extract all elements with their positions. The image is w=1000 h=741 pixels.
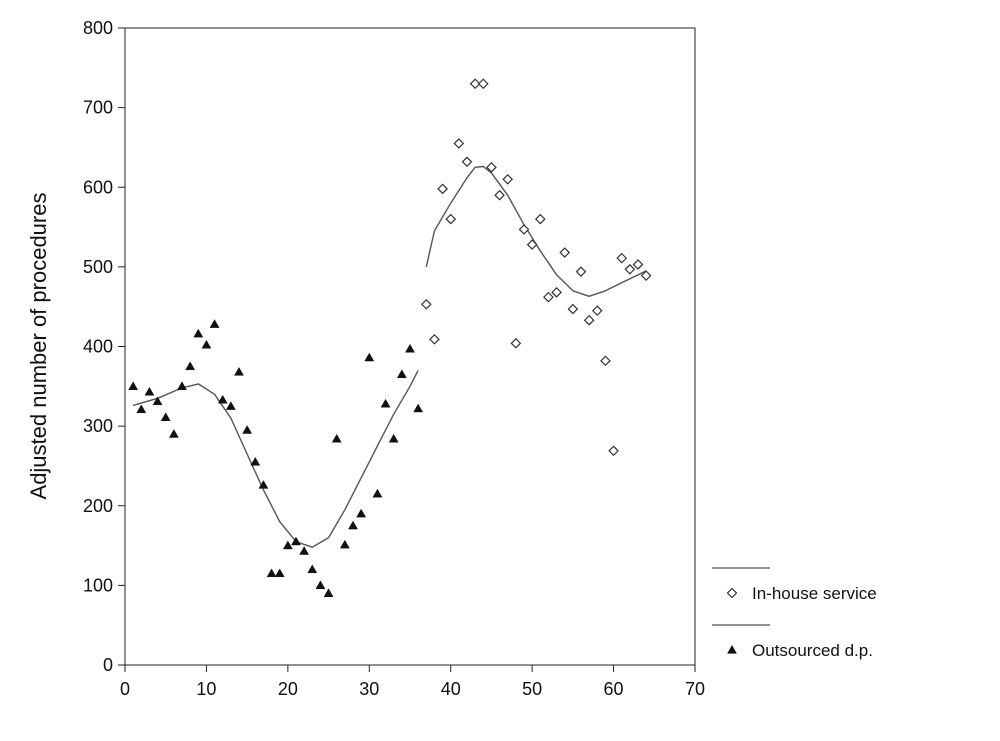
x-tick-label: 10 bbox=[196, 679, 216, 699]
data-point-series-1 bbox=[307, 564, 318, 574]
data-point-series-0 bbox=[616, 252, 628, 264]
legend-label-outsourced: Outsourced d.p. bbox=[752, 641, 873, 660]
data-point-series-1 bbox=[160, 412, 171, 421]
data-point-series-1 bbox=[413, 403, 424, 413]
data-point-series-1 bbox=[242, 425, 253, 434]
data-point-series-0 bbox=[486, 161, 497, 173]
data-point-series-1 bbox=[405, 343, 415, 353]
data-point-series-0 bbox=[429, 333, 440, 345]
data-point-series-1 bbox=[315, 580, 326, 589]
trend-line-series-1 bbox=[132, 370, 419, 548]
data-point-series-0 bbox=[543, 291, 554, 303]
data-point-series-1 bbox=[274, 568, 285, 578]
data-point-series-1 bbox=[201, 339, 212, 349]
data-point-series-0 bbox=[600, 355, 611, 367]
data-point-series-0 bbox=[510, 337, 522, 349]
trend-line-series-0 bbox=[425, 165, 647, 297]
data-point-series-1 bbox=[128, 381, 139, 390]
data-point-series-1 bbox=[396, 369, 407, 378]
data-point-series-0 bbox=[518, 224, 530, 235]
data-point-series-1 bbox=[356, 508, 367, 518]
data-point-series-1 bbox=[331, 433, 342, 443]
data-point-series-0 bbox=[534, 213, 546, 225]
legend: In-house service Outsourced d.p. bbox=[712, 567, 877, 660]
data-point-series-1 bbox=[152, 396, 163, 406]
data-point-series-1 bbox=[250, 456, 261, 466]
data-point-series-0 bbox=[502, 173, 514, 185]
legend-marker-in-house bbox=[726, 587, 738, 599]
data-point-series-1 bbox=[177, 381, 187, 390]
y-tick-label: 100 bbox=[83, 575, 113, 595]
trend-lines bbox=[132, 165, 647, 548]
data-point-series-1 bbox=[168, 429, 179, 438]
data-point-series-1 bbox=[291, 536, 301, 546]
data-point-series-1 bbox=[323, 588, 334, 597]
data-point-series-0 bbox=[453, 138, 465, 149]
y-tick-label: 600 bbox=[83, 177, 113, 197]
x-axis-ticks: 0 10 20 30 40 50 60 70 bbox=[120, 665, 705, 699]
y-tick-label: 0 bbox=[103, 655, 113, 675]
data-point-series-0 bbox=[461, 156, 473, 168]
data-point-series-0 bbox=[640, 270, 652, 281]
y-axis-title: Adjusted number of procedures bbox=[26, 193, 51, 500]
data-point-series-0 bbox=[477, 78, 489, 90]
data-point-series-0 bbox=[551, 287, 562, 298]
data-point-series-1 bbox=[234, 366, 244, 376]
data-point-series-1 bbox=[364, 352, 375, 362]
y-tick-label: 200 bbox=[83, 496, 113, 516]
y-tick-label: 400 bbox=[83, 337, 113, 357]
legend-label-in-house: In-house service bbox=[752, 584, 877, 603]
data-point-series-1 bbox=[339, 539, 350, 549]
x-tick-label: 40 bbox=[441, 679, 461, 699]
x-tick-label: 0 bbox=[120, 679, 130, 699]
data-point-series-0 bbox=[567, 303, 579, 315]
data-point-series-1 bbox=[185, 361, 196, 371]
data-point-series-0 bbox=[608, 445, 619, 457]
data-point-series-0 bbox=[583, 314, 595, 326]
data-point-series-1 bbox=[388, 433, 399, 443]
data-point-series-1 bbox=[209, 319, 220, 328]
x-tick-label: 20 bbox=[278, 679, 298, 699]
data-point-series-1 bbox=[217, 394, 228, 404]
data-point-series-1 bbox=[258, 480, 269, 489]
data-point-series-1 bbox=[266, 568, 277, 578]
x-tick-label: 70 bbox=[685, 679, 705, 699]
data-point-series-1 bbox=[348, 520, 358, 530]
y-tick-label: 800 bbox=[83, 18, 113, 38]
data-point-series-0 bbox=[469, 78, 481, 90]
data-point-series-0 bbox=[559, 247, 571, 258]
legend-triangle-icon bbox=[727, 644, 737, 654]
data-point-series-1 bbox=[144, 386, 155, 396]
x-tick-label: 60 bbox=[604, 679, 624, 699]
data-point-series-0 bbox=[624, 263, 636, 275]
y-tick-label: 700 bbox=[83, 98, 113, 118]
data-point-series-1 bbox=[372, 488, 383, 498]
data-point-series-0 bbox=[591, 305, 603, 317]
data-point-series-1 bbox=[136, 404, 147, 414]
data-point-series-1 bbox=[282, 540, 293, 550]
data-point-series-0 bbox=[420, 298, 432, 310]
data-point-series-0 bbox=[575, 266, 587, 278]
data-point-series-0 bbox=[437, 183, 448, 195]
legend-diamond-icon bbox=[726, 587, 738, 599]
data-point-series-0 bbox=[526, 239, 538, 250]
data-markers bbox=[128, 78, 652, 597]
data-point-series-1 bbox=[225, 401, 236, 410]
data-point-series-1 bbox=[193, 328, 204, 338]
data-point-series-0 bbox=[445, 213, 457, 225]
data-point-series-1 bbox=[380, 398, 391, 408]
y-tick-label: 300 bbox=[83, 416, 113, 436]
y-tick-label: 500 bbox=[83, 257, 113, 277]
x-tick-label: 50 bbox=[522, 679, 542, 699]
data-point-series-0 bbox=[494, 189, 505, 201]
y-axis-ticks: 0 100 200 300 400 500 600 700 800 bbox=[83, 18, 125, 675]
data-point-series-0 bbox=[632, 259, 644, 270]
legend-marker-outsourced bbox=[727, 644, 737, 654]
x-tick-label: 30 bbox=[359, 679, 379, 699]
data-point-series-1 bbox=[299, 546, 310, 555]
